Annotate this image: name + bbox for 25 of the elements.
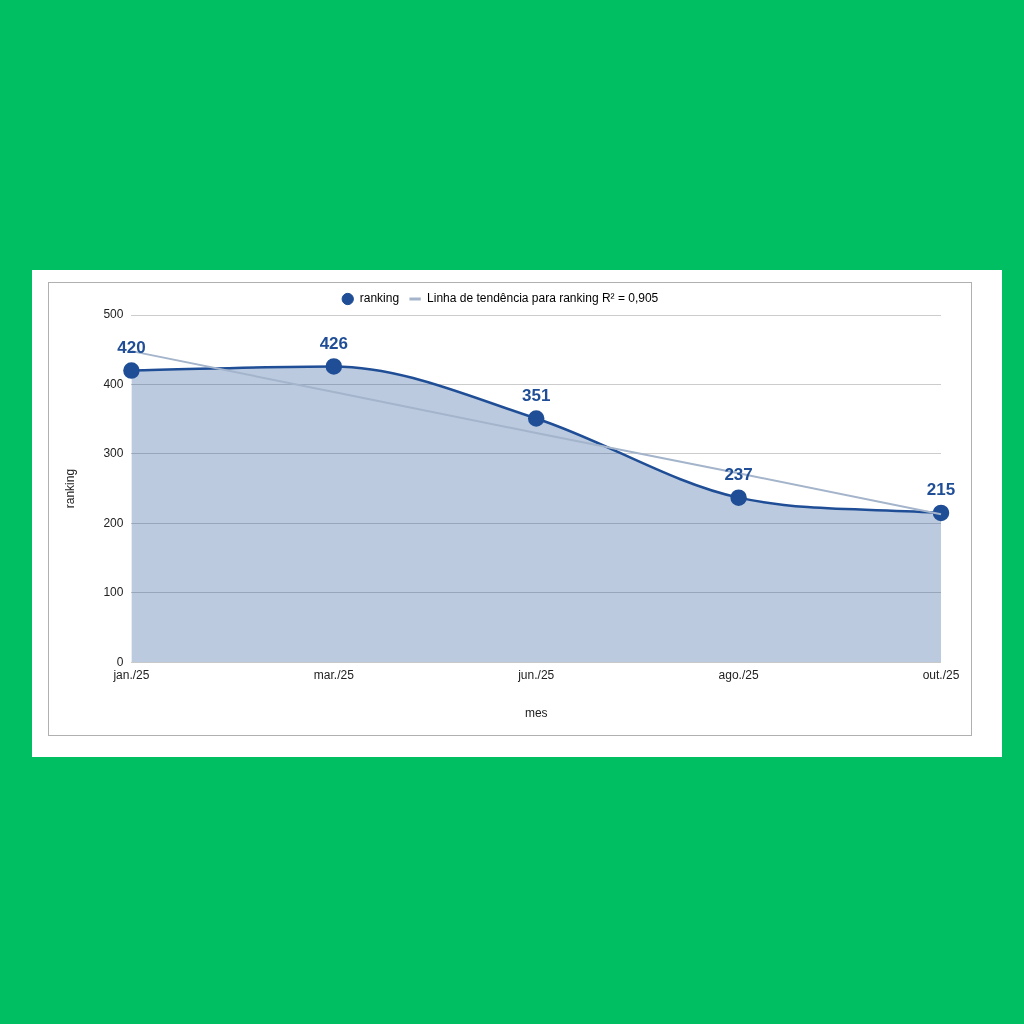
y-tick-label: 500	[103, 307, 124, 322]
point	[932, 504, 950, 522]
point	[325, 358, 343, 375]
y-tick-label: 100	[103, 585, 124, 600]
legend-label: ranking	[359, 291, 400, 306]
point	[730, 489, 747, 506]
x-tick-label: out./25	[922, 667, 960, 682]
x-axis-title: mes	[524, 706, 548, 721]
point	[527, 410, 545, 427]
x-tick-label: ago./25	[718, 667, 759, 682]
data-label: 351	[522, 385, 551, 405]
data-label: 420	[117, 337, 146, 357]
data-label: 237	[724, 464, 753, 484]
x-tick-label: mar./25	[313, 667, 355, 682]
y-tick-label: 0	[116, 654, 124, 669]
y-tick-label: 200	[103, 515, 124, 530]
x-tick-label: jan./25	[112, 667, 150, 682]
legend-label: Linha de tendência para ranking R² = 0,905	[427, 291, 659, 306]
data-label: 426	[319, 333, 348, 353]
y-axis-title: ranking	[62, 468, 77, 509]
y-tick-label: 400	[103, 376, 124, 391]
point	[123, 362, 140, 379]
y-tick-label: 300	[103, 446, 124, 461]
data-label: 215	[926, 480, 956, 500]
x-tick-label: jun./25	[517, 667, 555, 682]
